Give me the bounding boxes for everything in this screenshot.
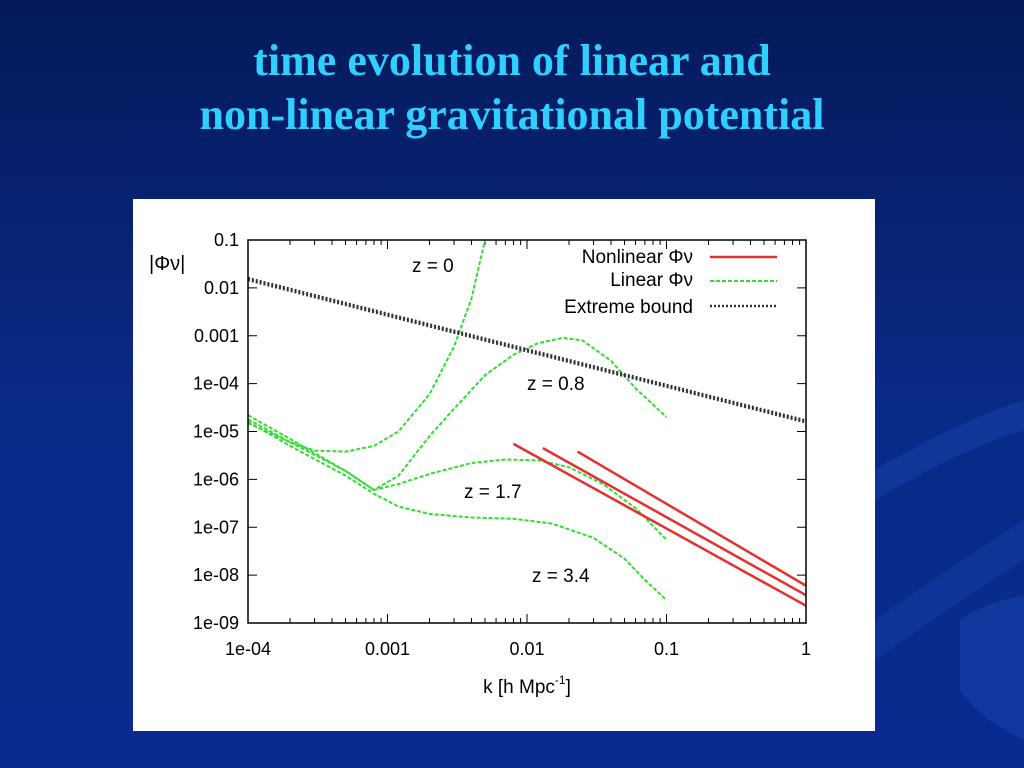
chart-panel: 0.1 0.01 0.001 1e-04 1e-05 1e-06 1e-07 1e-08 1e-… xyxy=(133,199,875,731)
y-axis-label: |Φν| xyxy=(149,253,185,275)
series-line-linear-2 xyxy=(247,418,668,541)
series-line-nonlinear-6 xyxy=(576,450,807,587)
annotation-z34: z = 3.4 xyxy=(532,566,590,587)
series-line-extreme-bound-8 xyxy=(247,278,807,424)
y-tick-label: 1e-08 xyxy=(193,565,239,585)
annotation-z0: z = 0 xyxy=(412,256,454,277)
title-line-1: time evolution of linear and xyxy=(253,36,771,85)
y-tick-label: 0.01 xyxy=(204,278,239,298)
annotation-z17: z = 1.7 xyxy=(464,482,522,503)
y-tick-label: 1e-06 xyxy=(193,469,239,489)
series-line-nonlinear-4 xyxy=(512,442,807,607)
potential-chart: 0.1 0.01 0.001 1e-04 1e-05 1e-06 1e-07 1e-08 1e-… xyxy=(149,230,811,698)
legend: Nonlinear Φν Linear Φν Extreme bound xyxy=(564,247,777,318)
x-tick-labels: 1e-04 0.001 0.01 0.1 1 xyxy=(225,639,811,659)
y-tick-label: 1e-05 xyxy=(193,422,239,442)
y-tick-labels: 0.1 0.01 0.001 1e-04 1e-05 1e-06 1e-07 1e-08 1e-… xyxy=(193,230,239,633)
series-line-nonlinear-5 xyxy=(542,447,807,597)
slide-title: time evolution of linear and non-linear … xyxy=(0,34,1024,142)
legend-label-linear: Linear Φν xyxy=(610,270,693,291)
title-line-2: non-linear gravitational potential xyxy=(199,90,825,139)
y-tick-label: 1e-07 xyxy=(193,517,239,537)
series-line-linear-0 xyxy=(247,239,486,453)
y-tick-label: 1e-04 xyxy=(193,374,239,394)
y-tick-label: 1e-09 xyxy=(193,613,239,633)
legend-label-nonlinear: Nonlinear Φν xyxy=(582,247,693,268)
y-tick-label: 0.001 xyxy=(194,326,239,346)
x-tick-label: 0.001 xyxy=(365,639,410,659)
tick-marks xyxy=(247,239,807,624)
series-line-linear-3 xyxy=(247,420,668,601)
y-tick-label: 0.1 xyxy=(214,230,239,250)
x-tick-label: 1e-04 xyxy=(225,639,271,659)
series-lines xyxy=(247,239,807,607)
x-tick-label: 1 xyxy=(801,639,811,659)
legend-label-bound: Extreme bound xyxy=(564,297,693,318)
plot-frame xyxy=(247,239,807,624)
x-axis-label: k [h Mpc-1] xyxy=(483,673,571,698)
x-tick-label: 0.01 xyxy=(509,639,544,659)
x-tick-label: 0.1 xyxy=(654,639,679,659)
annotation-z08: z = 0.8 xyxy=(527,374,585,395)
